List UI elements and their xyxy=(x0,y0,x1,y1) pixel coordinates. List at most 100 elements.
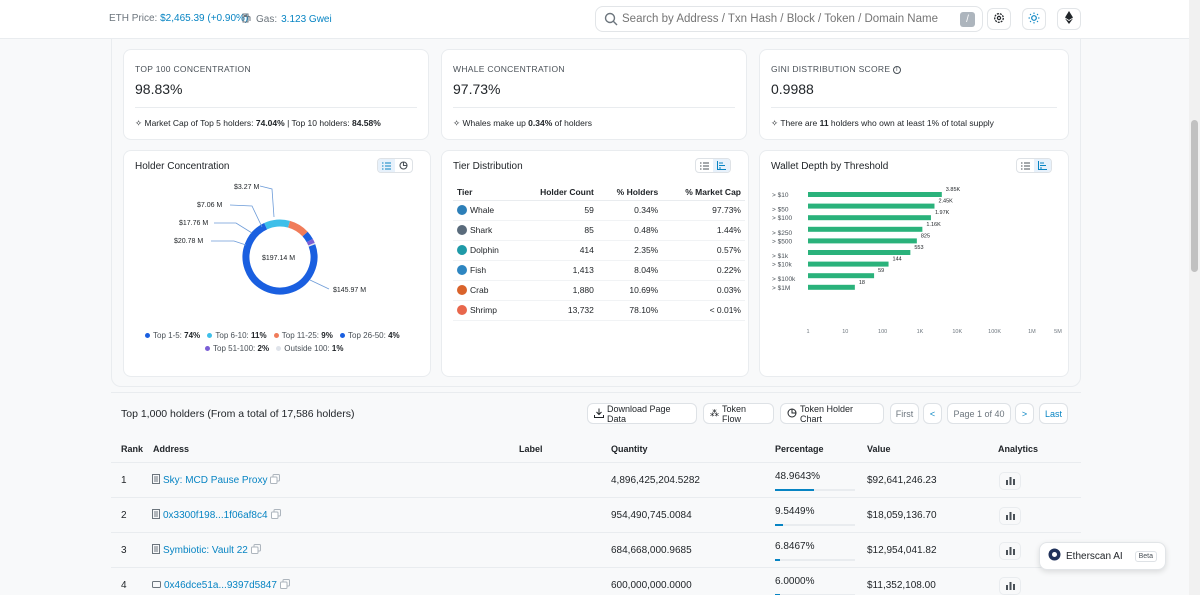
download-page-data-button[interactable]: Download Page Data xyxy=(587,403,697,424)
chart-title: Wallet Depth by Threshold xyxy=(771,161,889,172)
tier-table-header: Tier Holder Count % Holders % Market Cap xyxy=(453,184,745,201)
analytics-panel: TOP 100 CONCENTRATION 98.83% ✧ Market Ca… xyxy=(111,39,1081,387)
tier-table: Tier Holder Count % Holders % Market Cap… xyxy=(453,184,745,321)
category-label: > $100 xyxy=(772,215,792,222)
search-box[interactable]: / xyxy=(595,6,983,32)
legend-item[interactable]: Top 51-100: 2% xyxy=(205,344,274,353)
category-label: > $100k xyxy=(772,276,796,283)
callout-label: $17.76 M xyxy=(179,220,208,227)
ethereum-icon xyxy=(1064,11,1074,27)
stat-value: 97.73% xyxy=(453,81,501,97)
callout-label: $145.97 M xyxy=(333,287,366,294)
analytics-button[interactable] xyxy=(999,472,1021,490)
depth-bar[interactable] xyxy=(808,261,889,267)
tier-icon xyxy=(457,265,467,276)
category-label: > $250 xyxy=(772,230,792,237)
address-link[interactable]: 0x3300f198...1f06af8c4 xyxy=(163,510,268,521)
pie-view-icon[interactable] xyxy=(395,159,412,172)
view-toggle[interactable] xyxy=(377,158,413,173)
wallet-depth-card: Wallet Depth by Threshold > $10 3.85K > $5… xyxy=(759,150,1069,377)
address-link[interactable]: Symbiotic: Vault 22 xyxy=(163,545,248,556)
copy-icon[interactable] xyxy=(250,544,261,557)
network-button[interactable] xyxy=(1057,8,1081,30)
depth-bar[interactable] xyxy=(808,273,875,279)
token-holder-chart-button[interactable]: Token Holder Chart xyxy=(780,403,884,424)
bar-value-label: 3.85K xyxy=(946,187,961,193)
col-percentage: Percentage xyxy=(775,444,824,454)
sparkle-icon: ✧ xyxy=(135,118,143,128)
copy-icon[interactable] xyxy=(270,474,281,487)
x-tick-label: 10 xyxy=(842,329,848,335)
address-cell: 0x3300f198...1f06af8c4 xyxy=(152,509,281,522)
depth-bar[interactable] xyxy=(808,250,911,255)
bar-chart-icon xyxy=(1005,474,1015,488)
next-page-button[interactable]: > xyxy=(1015,403,1034,424)
list-view-icon[interactable] xyxy=(378,159,395,172)
settings-button[interactable] xyxy=(987,8,1011,30)
bar-view-icon[interactable] xyxy=(1034,159,1051,172)
info-icon[interactable]: i xyxy=(892,65,901,74)
copy-icon[interactable] xyxy=(279,579,290,592)
quantity-cell: 684,668,000.9685 xyxy=(611,545,692,556)
view-toggle[interactable] xyxy=(695,158,731,173)
prev-page-button[interactable]: < xyxy=(923,403,942,424)
eth-price-label: ETH Price: xyxy=(109,13,158,24)
chart-title: Holder Concentration xyxy=(135,161,230,172)
x-tick-label: 100 xyxy=(878,329,887,335)
address-link[interactable]: Sky: MCD Pause Proxy xyxy=(163,475,268,486)
search-input[interactable] xyxy=(622,13,952,25)
list-view-icon[interactable] xyxy=(1017,159,1034,172)
depth-bar[interactable] xyxy=(808,238,917,244)
theme-toggle-button[interactable] xyxy=(1022,8,1046,30)
analytics-button[interactable] xyxy=(999,577,1021,595)
tier-row: Fish 1,413 8.04% 0.22% xyxy=(453,260,745,281)
quantity-cell: 954,490,745.0084 xyxy=(611,510,692,521)
legend-item[interactable]: Outside 100: 1% xyxy=(276,344,348,353)
last-page-button[interactable]: Last xyxy=(1039,403,1068,424)
top-bar: ETH Price: $2,465.39 (+0.90%) Gas: 3.123… xyxy=(0,0,1200,39)
depth-bar[interactable] xyxy=(808,203,935,209)
bar-chart-icon xyxy=(1005,579,1015,593)
stat-title: TOP 100 CONCENTRATION xyxy=(135,64,251,74)
category-label: > $10k xyxy=(772,262,792,269)
first-page-button[interactable]: First xyxy=(890,403,919,424)
sparkle-icon: ✧ xyxy=(453,118,461,128)
legend-item[interactable]: Top 26-50: 4% xyxy=(340,331,405,340)
etherscan-ai-button[interactable]: Etherscan AI Beta xyxy=(1039,542,1166,570)
tier-row: Crab 1,880 10.69% 0.03% xyxy=(453,280,745,301)
address-cell: 0x46dce51a...9397d5847 xyxy=(152,579,290,592)
eth-price: ETH Price: $2,465.39 (+0.90%) xyxy=(109,13,248,24)
legend-item[interactable]: Top 11-25: 9% xyxy=(273,331,338,340)
tier-icon xyxy=(457,225,467,236)
percentage-cell: 6.8467% xyxy=(775,541,815,552)
eth-price-value[interactable]: $2,465.39 (+0.90%) xyxy=(160,13,249,24)
gas-value[interactable]: 3.123 Gwei xyxy=(281,14,332,25)
tier-row: Shrimp 13,732 78.10% < 0.01% xyxy=(453,300,745,321)
contract-icon xyxy=(152,509,160,522)
address-link[interactable]: 0x46dce51a...9397d5847 xyxy=(164,580,277,591)
analytics-button[interactable] xyxy=(999,507,1021,525)
bar-value-label: 144 xyxy=(893,257,902,263)
x-tick-label: 10K xyxy=(952,329,962,335)
legend-item[interactable]: Top 6-10: 11% xyxy=(207,331,271,340)
tier-icon xyxy=(457,205,467,216)
token-flow-button[interactable]: ⁂ Token Flow xyxy=(703,403,774,424)
depth-bar[interactable] xyxy=(808,215,931,221)
percentage-bar xyxy=(775,489,814,491)
gear-icon xyxy=(993,12,1005,27)
depth-bar[interactable] xyxy=(808,192,942,197)
copy-icon[interactable] xyxy=(270,509,281,522)
view-toggle[interactable] xyxy=(1016,158,1052,173)
col-address: Address xyxy=(153,444,190,454)
scrollbar-thumb[interactable] xyxy=(1191,120,1198,272)
category-label: > $1M xyxy=(772,285,790,292)
depth-bar[interactable] xyxy=(808,226,923,232)
list-view-icon[interactable] xyxy=(696,159,713,172)
bar-view-icon[interactable] xyxy=(713,159,730,172)
legend-item[interactable]: Top 1-5: 74% xyxy=(145,331,205,340)
rank-cell: 2 xyxy=(121,510,127,521)
depth-bar[interactable] xyxy=(808,284,855,290)
page-scrollbar[interactable] xyxy=(1189,0,1200,595)
analytics-button[interactable] xyxy=(999,542,1021,560)
flow-icon: ⁂ xyxy=(710,408,719,418)
